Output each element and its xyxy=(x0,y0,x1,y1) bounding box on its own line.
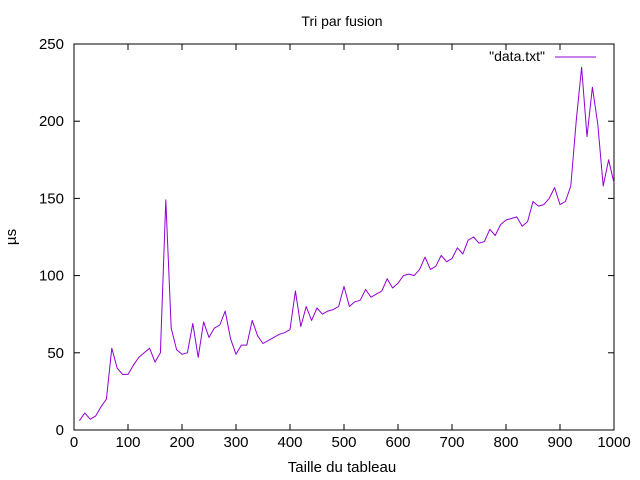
x-tick-label: 0 xyxy=(70,434,78,451)
y-axis: 0 50 100 150 200 250 xyxy=(39,36,614,439)
x-tick-label: 600 xyxy=(385,434,410,451)
y-tick-label: 50 xyxy=(47,345,64,362)
series-line xyxy=(78,66,615,421)
x-tick-label: 200 xyxy=(169,434,194,451)
x-tick-label: 800 xyxy=(493,434,518,451)
y-tick-label: 250 xyxy=(39,36,64,53)
x-tick-label: 300 xyxy=(223,434,248,451)
x-tick-label: 500 xyxy=(331,434,356,451)
x-tick-label: 1000 xyxy=(597,434,630,451)
x-tick-label: 900 xyxy=(547,434,572,451)
x-tick-label: 700 xyxy=(439,434,464,451)
legend: "data.txt" xyxy=(489,48,596,64)
y-axis-label: µs xyxy=(3,229,20,245)
x-axis: 0 100 200 300 400 500 600 700 800 900 1000 xyxy=(70,44,631,451)
plot-frame xyxy=(73,43,615,431)
y-tick-label: 100 xyxy=(39,268,64,285)
legend-label: "data.txt" xyxy=(489,48,545,64)
y-tick-label: 0 xyxy=(56,422,64,439)
x-axis-label: Taille du tableau xyxy=(288,459,396,476)
chart-title: Tri par fusion xyxy=(301,13,382,29)
series-layer xyxy=(78,66,615,421)
y-tick-label: 150 xyxy=(39,190,64,207)
x-tick-label: 400 xyxy=(277,434,302,451)
x-tick-label: 100 xyxy=(115,434,140,451)
y-tick-label: 200 xyxy=(39,113,64,130)
